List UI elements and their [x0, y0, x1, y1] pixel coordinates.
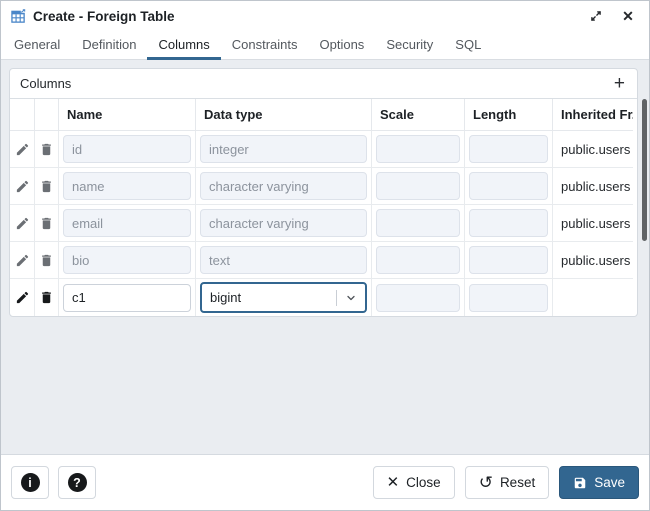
select-separator	[336, 289, 337, 306]
table-row-name: public.users	[10, 168, 633, 205]
inherited-from-value: public.users	[561, 252, 631, 268]
tab-sql[interactable]: SQL	[455, 36, 482, 52]
delete-row-button[interactable]	[35, 168, 59, 204]
table-row-email: public.users	[10, 205, 633, 242]
tab-general[interactable]: General	[14, 36, 61, 52]
titlebar: Create - Foreign Table ✕	[1, 1, 649, 31]
info-icon: i	[20, 473, 40, 492]
inherited-from-value: public.users	[561, 141, 631, 157]
help-icon: ?	[67, 473, 87, 492]
length-input	[469, 135, 548, 163]
data-type-input	[200, 246, 367, 274]
add-column-button[interactable]: +	[612, 74, 627, 93]
reset-icon: ↺	[478, 473, 493, 492]
foreign-table-icon	[11, 8, 26, 23]
save-button-label: Save	[594, 475, 625, 490]
table-row-bio: public.users	[10, 242, 633, 279]
data-type-select[interactable]: bigint	[200, 282, 367, 313]
dialog-title: Create - Foreign Table	[33, 8, 175, 24]
chevron-down-icon[interactable]	[337, 292, 365, 304]
save-button[interactable]: Save	[559, 466, 639, 499]
length-column-header: Length	[465, 99, 553, 130]
table-row-id: public.users	[10, 131, 633, 168]
length-input	[469, 246, 548, 274]
columns-panel-title: Columns	[20, 76, 72, 91]
trash-icon	[42, 180, 51, 192]
scale-input	[376, 283, 460, 312]
pencil-icon	[16, 180, 28, 192]
pencil-icon	[16, 143, 28, 155]
pencil-icon	[16, 254, 28, 266]
plus-icon: +	[613, 73, 625, 94]
inherited-from-column-header: Inherited Fr...	[561, 107, 633, 122]
delete-row-button[interactable]	[35, 131, 59, 167]
pencil-icon	[16, 217, 28, 229]
columns-panel-header: Columns +	[10, 69, 637, 99]
dialog-footer: i ? ✕ Close ↺ Reset Save	[1, 454, 649, 510]
edit-column-header	[10, 99, 35, 130]
close-button[interactable]: ✕ Close	[372, 466, 455, 499]
edit-row-button[interactable]	[10, 168, 35, 204]
scale-input	[376, 209, 460, 237]
length-input	[469, 209, 548, 237]
edit-row-button[interactable]	[10, 131, 35, 167]
name-column-header: Name	[59, 99, 196, 130]
column-name-input	[63, 135, 191, 163]
data-type-input	[200, 135, 367, 163]
column-name-input[interactable]	[63, 283, 191, 312]
scale-input	[376, 172, 460, 200]
tab-content: Columns + Name Data type Scale Length In…	[1, 60, 649, 454]
save-floppy-icon	[573, 476, 587, 490]
edit-row-button[interactable]	[10, 205, 35, 241]
close-x-icon: ✕	[386, 474, 400, 491]
trash-icon	[42, 291, 51, 304]
help-button[interactable]: ?	[58, 466, 96, 499]
sql-info-button[interactable]: i	[11, 466, 49, 499]
pencil-icon	[16, 291, 28, 304]
data-type-column-header: Data type	[196, 99, 372, 130]
close-button-label: Close	[406, 475, 441, 490]
grid-header-row: Name Data type Scale Length Inherited Fr…	[10, 99, 633, 131]
tab-options[interactable]: Options	[319, 36, 365, 52]
tab-security[interactable]: Security	[386, 36, 434, 52]
columns-grid: Name Data type Scale Length Inherited Fr…	[10, 99, 633, 316]
inherited-from-value	[553, 279, 633, 316]
length-input	[469, 283, 548, 312]
delete-column-header	[35, 99, 59, 130]
reset-button-label: Reset	[499, 475, 536, 490]
columns-panel: Columns + Name Data type Scale Length In…	[9, 68, 638, 317]
reset-button[interactable]: ↺ Reset	[464, 466, 550, 499]
data-type-select-value: bigint	[210, 290, 242, 305]
column-name-input	[63, 172, 191, 200]
length-input	[469, 172, 548, 200]
scale-input	[376, 246, 460, 274]
edit-row-button[interactable]	[10, 279, 35, 316]
delete-row-button[interactable]	[35, 242, 59, 278]
trash-icon	[42, 143, 51, 155]
scale-input	[376, 135, 460, 163]
column-name-input	[63, 246, 191, 274]
delete-row-button[interactable]	[35, 279, 59, 316]
expand-icon[interactable]	[587, 7, 605, 25]
tab-definition[interactable]: Definition	[82, 36, 137, 52]
scale-column-header: Scale	[372, 99, 465, 130]
trash-icon	[42, 254, 51, 266]
column-name-input	[63, 209, 191, 237]
scrollbar-thumb[interactable]	[642, 99, 647, 241]
delete-row-button[interactable]	[35, 205, 59, 241]
table-row-c1: bigint	[10, 279, 633, 316]
edit-row-button[interactable]	[10, 242, 35, 278]
tab-columns[interactable]: Columns	[147, 31, 221, 60]
data-type-input	[200, 209, 367, 237]
trash-icon	[42, 217, 51, 229]
tab-constraints[interactable]: Constraints	[231, 36, 298, 52]
inherited-from-value: public.users	[561, 178, 631, 194]
close-icon[interactable]: ✕	[622, 8, 634, 24]
data-type-input	[200, 172, 367, 200]
dialog-tabs: General Definition Columns Constraints O…	[1, 31, 649, 60]
inherited-from-value: public.users	[561, 215, 631, 231]
